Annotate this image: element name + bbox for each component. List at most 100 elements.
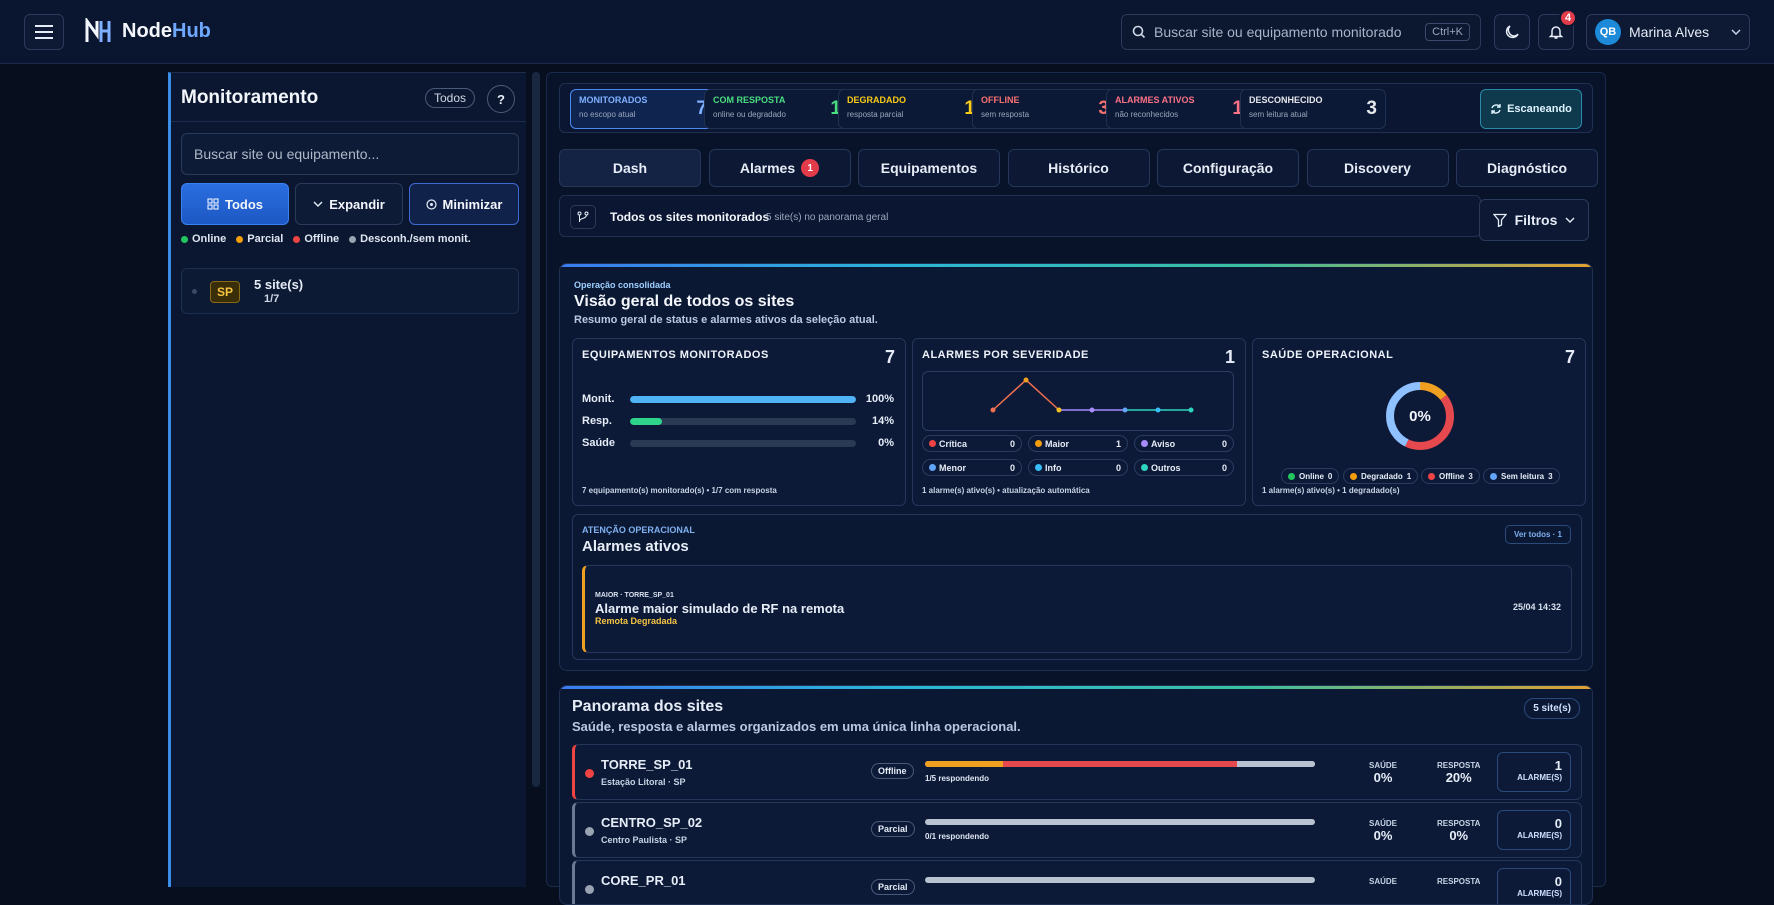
kpi-label: OFFLINE xyxy=(981,95,1020,105)
chevron-down-icon xyxy=(1565,217,1575,223)
site-response-bar xyxy=(925,761,1315,767)
equipment-card-value: 7 xyxy=(884,347,895,367)
kpi-card[interactable]: ALARMES ATIVOS não reconhecidos 1 xyxy=(1106,89,1252,129)
health-chip[interactable]: Offline 3 xyxy=(1421,468,1480,484)
severity-chip[interactable]: Crítica 0 xyxy=(922,435,1022,452)
site-response-segment xyxy=(925,877,1315,883)
health-chip-label: Offline xyxy=(1439,471,1465,481)
help-button[interactable]: ? xyxy=(487,85,515,113)
site-resp-value: 0% xyxy=(1449,828,1469,843)
tab-discovery[interactable]: Discovery xyxy=(1306,149,1449,187)
trend-point xyxy=(1056,407,1062,413)
severity-count: 0 xyxy=(1009,462,1015,473)
tab-configuração[interactable]: Configuração xyxy=(1157,149,1299,187)
main-panel: Escaneando MONITORADOS no escopo atual 7 CO… xyxy=(546,72,1606,905)
sidebar-search-input[interactable] xyxy=(181,133,519,175)
avatar: QB xyxy=(1595,19,1621,45)
refresh-icon xyxy=(1491,104,1501,114)
global-search[interactable]: Ctrl+K xyxy=(1121,14,1481,50)
site-alarms-box[interactable]: 0 ALARME(S) xyxy=(1497,810,1571,850)
see-all-alarms-button[interactable]: Ver todos · 1 xyxy=(1504,525,1571,544)
health-chip[interactable]: Degradado 1 xyxy=(1343,468,1419,484)
severity-trend-chart xyxy=(922,371,1234,431)
tab-dash[interactable]: Dash xyxy=(559,149,701,187)
severity-chip[interactable]: Outros 0 xyxy=(1134,459,1234,476)
scan-button-label: Escaneando xyxy=(1507,103,1572,115)
alarm-item-date: 25/04 14:32 xyxy=(1512,602,1561,612)
sidebar-filter-badge[interactable]: Todos xyxy=(425,88,476,108)
minimizar-button[interactable]: Minimizar xyxy=(409,183,519,225)
alarms-severity-title: ALARMES POR SEVERIDADE xyxy=(922,349,1089,361)
tab-equipamentos[interactable]: Equipamentos xyxy=(858,149,1000,187)
severity-chip[interactable]: Info 0 xyxy=(1028,459,1128,476)
tab-label: Configuração xyxy=(1182,160,1274,176)
trend-segment xyxy=(1025,379,1060,411)
global-search-input[interactable] xyxy=(1154,24,1418,40)
kpi-label: COM RESPOSTA xyxy=(713,95,786,105)
kpi-card[interactable]: DESCONHECIDO sem leitura atual 3 xyxy=(1240,89,1386,129)
site-resp-label: RESPOSTA xyxy=(1437,877,1481,886)
overview-accent-bar xyxy=(560,264,1592,267)
kpi-card[interactable]: OFFLINE sem resposta 3 xyxy=(972,89,1118,129)
site-group-sp[interactable]: SP 5 site(s) 1/7 xyxy=(181,268,519,314)
site-response-text: 0/1 respondendo xyxy=(925,832,990,841)
severity-label: Info xyxy=(1045,462,1062,473)
tab-histórico[interactable]: Histórico xyxy=(1007,149,1150,187)
health-donut-pct: 0% xyxy=(1409,408,1431,425)
tab-alarmes[interactable]: Alarmes 1 xyxy=(708,149,851,187)
kpi-value: 3 xyxy=(1366,98,1377,119)
severity-dot xyxy=(1141,464,1148,471)
severity-chip[interactable]: Aviso 0 xyxy=(1134,435,1234,452)
status-legend: Online Parcial Offline Desconh./sem monit. xyxy=(181,233,471,245)
severity-chip[interactable]: Menor 0 xyxy=(922,459,1022,476)
overview-section: Operação consolidada Visão geral de todo… xyxy=(559,263,1593,671)
site-alarms-count: 1 xyxy=(1554,758,1562,773)
tab-label: Equipamentos xyxy=(880,160,978,176)
equipment-bar-pct: 14% xyxy=(871,415,894,427)
equipment-bar-fill xyxy=(630,395,856,403)
site-name: CORE_PR_01 xyxy=(601,873,686,888)
kpi-sublabel: não reconhecidos xyxy=(1115,110,1179,119)
kpi-value: 1 xyxy=(1232,98,1243,119)
health-chip-dot xyxy=(1288,472,1295,480)
todos-button[interactable]: Todos xyxy=(181,183,289,225)
alarm-item-subtitle: Remota Degradada xyxy=(595,616,678,626)
alarm-item[interactable]: MAIOR · TORRE_SP_01 Alarme maior simulad… xyxy=(582,565,1572,653)
kpi-sublabel: online ou degradado xyxy=(713,110,786,119)
severity-dot xyxy=(1141,440,1148,447)
notifications-button[interactable]: 4 xyxy=(1538,9,1577,50)
site-alarms-box[interactable]: 1 ALARME(S) xyxy=(1497,752,1571,792)
site-alarms-count: 0 xyxy=(1554,874,1562,889)
user-menu[interactable]: QB Marina Alves xyxy=(1586,14,1750,50)
equipment-bar-label: Saúde xyxy=(582,437,616,449)
severity-chip[interactable]: Maior 1 xyxy=(1028,435,1128,452)
app-logo[interactable]: NodeHub xyxy=(84,18,211,44)
scope-icon-button[interactable] xyxy=(570,205,596,229)
menu-button[interactable] xyxy=(24,14,64,50)
kpi-card[interactable]: DEGRADADO resposta parcial 1 xyxy=(838,89,984,129)
expandir-button[interactable]: Expandir xyxy=(295,183,403,225)
sidebar-scrollbar[interactable] xyxy=(532,72,540,787)
health-chip[interactable]: Online 0 xyxy=(1281,468,1340,484)
site-group-count: 1/7 xyxy=(264,293,280,305)
equipment-card-title: EQUIPAMENTOS MONITORADOS xyxy=(582,349,769,361)
health-chip-count: 1 xyxy=(1406,471,1412,481)
filters-button[interactable]: Filtros xyxy=(1479,199,1589,241)
site-row[interactable]: CENTRO_SP_02 Centro Paulista · SP Parcial 0… xyxy=(572,802,1582,858)
chevron-down-icon xyxy=(313,201,323,207)
kpi-card[interactable]: COM RESPOSTA online ou degradado 1 xyxy=(704,89,850,129)
scan-button[interactable]: Escaneando xyxy=(1480,89,1582,129)
alarms-severity-value: 1 xyxy=(1224,347,1235,367)
health-chip[interactable]: Sem leitura 3 xyxy=(1483,468,1560,484)
kpi-value: 1 xyxy=(830,98,841,119)
tab-diagnóstico[interactable]: Diagnóstico xyxy=(1456,149,1598,187)
health-chip-label: Sem leitura xyxy=(1501,471,1545,481)
site-response-bar xyxy=(925,819,1315,825)
donut-segment-offline xyxy=(1386,382,1454,450)
site-row[interactable]: TORRE_SP_01 Estação Litoral · SP Offline 1/… xyxy=(572,744,1582,800)
theme-toggle-button[interactable] xyxy=(1494,14,1530,50)
site-row[interactable]: CORE_PR_01 Parcial SAÚDE RESPOSTA 0 ALARME(S) xyxy=(572,860,1582,904)
kpi-card[interactable]: MONITORADOS no escopo atual 7 xyxy=(570,89,716,129)
site-status-badge: Parcial xyxy=(871,821,915,837)
site-alarms-count: 0 xyxy=(1554,816,1562,831)
